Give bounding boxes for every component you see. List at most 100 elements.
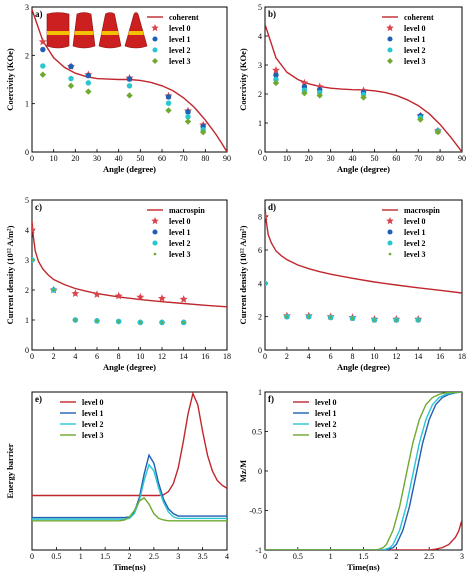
- legend-label: level 0: [404, 217, 426, 226]
- plot-frame: [264, 391, 463, 551]
- chart-panel-b: 0 10 20 30 40 50 60 70 80 90 0 1 2 3 4 5 Angle (degree) C…: [238, 3, 466, 174]
- legend-label: level 0: [169, 217, 191, 226]
- inset-cone-tip-1: [72, 12, 96, 49]
- plot-area: [265, 24, 462, 152]
- x-tick-label: 0: [263, 552, 267, 561]
- x-tick-label: 10: [136, 352, 144, 361]
- chart-panel-f: 0 0.5 1 1.5 2 2.5 3 -1 -0.5 0 0.5 1 Time(ns) Mz/M f) le…: [238, 388, 464, 572]
- x-tick-label: 30: [93, 154, 101, 163]
- x-tick-label: 30: [327, 154, 335, 163]
- panel-label: e): [35, 394, 42, 404]
- y-tick-label: 2: [258, 90, 262, 99]
- plot-frame: [264, 6, 463, 153]
- data-point-level-0: [71, 289, 80, 297]
- y-tick-label: 4: [258, 279, 262, 288]
- y-tick-label: 4: [25, 226, 29, 235]
- legend-label: level 1: [82, 409, 104, 418]
- legend-label: level 3: [169, 57, 191, 66]
- x-tick-label: 16: [201, 352, 209, 361]
- x-tick-label: 50: [370, 154, 378, 163]
- data-point-level-3: [67, 82, 75, 89]
- y-tick-label: 1: [258, 119, 262, 128]
- x-tick-label: 4: [225, 552, 229, 561]
- data-point-level-3: [74, 318, 77, 322]
- data-point-level-3: [199, 128, 207, 136]
- x-tick-label: 10: [370, 352, 378, 361]
- data-point-level-3: [182, 321, 185, 324]
- legend-swatch: [387, 47, 393, 53]
- x-tick-label: 50: [136, 154, 144, 163]
- x-tick-label: 1.5: [359, 552, 369, 561]
- x-tick-label: 2: [128, 552, 132, 561]
- data-point-level-1: [40, 46, 46, 53]
- data-point-level-3: [184, 118, 192, 125]
- data-point-level-1: [85, 72, 92, 79]
- legend-label: level 1: [404, 228, 426, 237]
- data-point-level-0: [158, 294, 166, 302]
- data-point-level-0: [265, 212, 269, 221]
- legend-label: macrospin: [169, 206, 205, 215]
- plot-area: [32, 392, 227, 522]
- x-tick-label: 4: [307, 352, 311, 361]
- series-line-coherent: [265, 24, 462, 152]
- x-axis-title: Angle (degree): [337, 362, 390, 372]
- data-point-level-2: [165, 100, 172, 106]
- y-tick-label: 0: [25, 148, 29, 157]
- legend-swatch: [387, 36, 393, 42]
- legend-label: level 2: [315, 420, 337, 429]
- data-point-level-3: [360, 94, 367, 101]
- x-tick-label: 3: [460, 552, 464, 561]
- data-point-level-3: [434, 128, 442, 136]
- data-point-level-3: [373, 318, 376, 322]
- series-line-macrospin: [265, 206, 462, 294]
- x-axis-title: Angle (degree): [103, 164, 156, 174]
- data-point-level-0: [179, 295, 188, 303]
- x-tick-label: 10: [283, 154, 291, 163]
- legend: coherent level 0 level 1 level 2 level 3: [382, 13, 434, 66]
- x-tick-label: 2: [394, 552, 398, 561]
- y-axis-title: Coercivity (KOe): [5, 48, 15, 111]
- data-point-level-3: [139, 321, 142, 324]
- data-point-level-3: [351, 317, 354, 320]
- series-line-macrospin: [32, 220, 227, 308]
- legend: level 0 level 1 level 2 level 3: [293, 398, 337, 440]
- series-line-coherent: [32, 9, 227, 152]
- data-point-level-2: [273, 76, 279, 83]
- legend-swatch: [152, 47, 158, 53]
- y-tick-label: 8: [258, 213, 262, 222]
- x-tick-label: 12: [158, 352, 166, 361]
- legend-swatch: [387, 58, 393, 64]
- panel-label: b): [268, 9, 276, 19]
- legend-label: level 2: [169, 46, 191, 55]
- legend-label: level 1: [315, 409, 337, 418]
- data-point-level-2: [126, 83, 133, 89]
- x-tick-label: 3.5: [198, 552, 208, 561]
- data-point-level-3: [85, 88, 92, 95]
- x-tick-label: 8: [117, 352, 121, 361]
- legend-label: level 3: [404, 250, 426, 259]
- x-tick-label: 0.5: [293, 552, 303, 561]
- legend-label: coherent: [169, 13, 199, 22]
- data-point-level-3: [160, 321, 164, 324]
- series-line-level-0: [32, 392, 227, 497]
- data-point-level-3: [285, 315, 289, 318]
- legend-swatch: [387, 229, 393, 235]
- legend-swatch: [386, 217, 394, 225]
- data-point-level-3: [39, 71, 47, 78]
- y-tick-label: 0: [258, 467, 262, 476]
- x-tick-label: 16: [436, 352, 444, 361]
- x-tick-label: 70: [414, 154, 422, 163]
- legend-label: macrospin: [404, 206, 440, 215]
- x-tick-label: 2.5: [149, 552, 159, 561]
- legend-swatch: [152, 58, 158, 64]
- plot-frame: [31, 391, 228, 551]
- data-point-level-0: [114, 291, 123, 300]
- inset-cone-tip-1-band: [74, 31, 94, 35]
- data-point-level-0: [271, 66, 280, 74]
- x-axis-title: Angle (degree): [337, 164, 390, 174]
- inset-cone-tip-2-band: [101, 31, 119, 35]
- data-point-level-1: [165, 94, 172, 100]
- y-tick-label: 3: [258, 61, 262, 70]
- legend-swatch: [151, 24, 159, 32]
